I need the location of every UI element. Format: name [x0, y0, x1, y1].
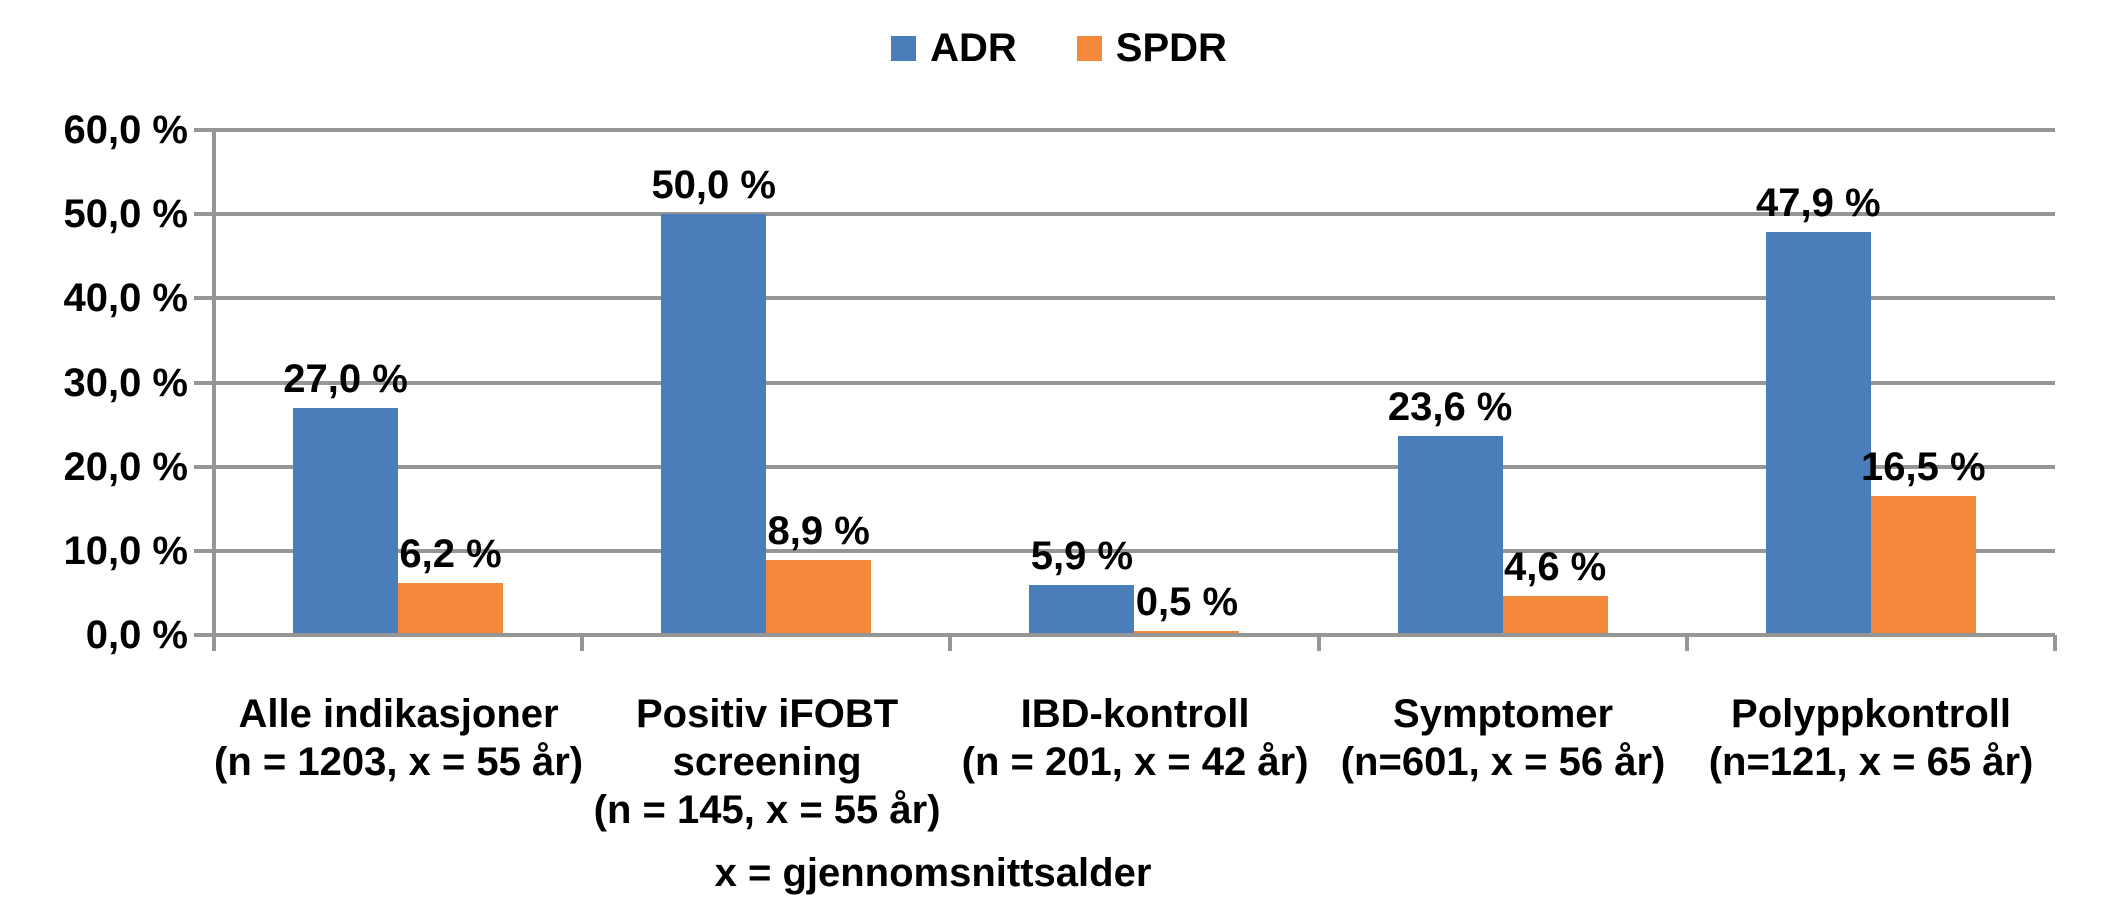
gridline	[214, 296, 2055, 301]
bar-value-label: 5,9 %	[1030, 534, 1134, 579]
y-axis-tick	[194, 128, 214, 132]
category-label-line: screening	[672, 740, 862, 784]
y-axis-tick	[194, 464, 214, 469]
legend-label: SPDR	[1115, 26, 1227, 70]
y-axis-tick-label: 20,0 %	[63, 444, 188, 489]
category-label: Polyppkontroll (n=121, x = 65 år)	[1687, 690, 2055, 834]
bar-group: 47,9 % 16,5 %	[1687, 130, 2055, 635]
bar-value-label: 8,9 %	[767, 509, 870, 554]
x-axis-tick	[1684, 635, 1689, 651]
category-label: IBD-kontroll (n = 201, x = 42 år)	[951, 690, 1319, 834]
category-label-line: (n=601, x = 56 år)	[1340, 740, 1666, 784]
bar-group: 5,9 % 0,5 %	[950, 130, 1318, 635]
category-label-line: (n = 201, x = 42 år)	[961, 740, 1309, 784]
category-label-line: IBD-kontroll	[1020, 692, 1250, 736]
bar-adr: 5,9 %	[1029, 536, 1135, 635]
legend-swatch-adr	[891, 36, 917, 61]
y-axis-tick-label: 30,0 %	[63, 360, 188, 405]
category-label-line: Positiv iFOBT	[635, 692, 899, 736]
y-axis-tick	[194, 548, 214, 553]
y-axis-tick-label: 60,0 %	[63, 108, 188, 152]
category-label-line: Polyppkontroll	[1731, 692, 2012, 736]
axis-annotation: x = gjennomsnittsalder	[714, 851, 1152, 895]
category-label: Symptomer (n=601, x = 56 år)	[1319, 690, 1687, 834]
bar-spdr: 6,2 %	[398, 534, 503, 635]
bar-adr: 47,9 %	[1756, 183, 1881, 635]
x-axis-tick	[580, 635, 585, 651]
category-label-line: (n=121, x = 65 år)	[1708, 740, 2034, 784]
plot-area: 60,0 % 50,0 % 40,0 % 30,0 % 20,0 % 10,0 % 0,0 …	[63, 110, 2057, 655]
category-label: Alle indikasjoner (n = 1203, x = 55 år)	[214, 690, 583, 834]
x-axis-tick	[2053, 635, 2057, 651]
bar-adr: 23,6 %	[1388, 387, 1512, 635]
y-axis-tick	[194, 380, 214, 385]
bar-value-label: 23,6 %	[1387, 385, 1513, 430]
y-axis-tick	[194, 633, 214, 637]
legend-item-spdr: SPDR	[1076, 26, 1227, 71]
category-label-line: (n = 1203, x = 55 år)	[214, 740, 584, 784]
bar-group: 50,0 % 8,9 %	[582, 130, 950, 635]
bar-group: 27,0 % 6,2 %	[214, 130, 582, 635]
x-axis-tick	[212, 635, 216, 651]
category-label: Positiv iFOBT screening (n = 145, x = 55 å…	[583, 690, 951, 834]
x-axis-tick	[948, 635, 953, 651]
bar-adr: 50,0 %	[651, 165, 776, 635]
x-axis-tick	[1316, 635, 1321, 651]
legend-item-adr: ADR	[891, 26, 1017, 71]
category-label-line: Symptomer	[1393, 692, 1614, 736]
bar-adr: 27,0 %	[283, 359, 408, 635]
gridline	[214, 380, 2055, 385]
bar-spdr: 4,6 %	[1502, 547, 1608, 635]
y-axis-tick-label: 0,0 %	[85, 613, 188, 657]
y-axis-tick-label: 10,0 %	[63, 528, 188, 573]
bar-group: 23,6 % 4,6 %	[1319, 130, 1687, 635]
bar-spdr: 16,5 %	[1861, 447, 1986, 635]
y-axis-tick	[194, 212, 214, 217]
bar-value-label: 27,0 %	[283, 356, 408, 401]
y-axis-tick-label: 50,0 %	[63, 192, 188, 237]
bar-value-label: 6,2 %	[399, 531, 502, 576]
chart-legend: ADR SPDR	[0, 26, 2118, 71]
category-label-line: Alle indikasjoner	[238, 692, 559, 736]
bar-spdr: 0,5 %	[1134, 582, 1240, 635]
category-label-line: (n = 145, x = 55 år)	[593, 788, 941, 832]
gridline	[214, 128, 2055, 132]
x-axis-labels: Alle indikasjoner (n = 1203, x = 55 år) Po…	[214, 690, 2055, 834]
bar-value-label: 0,5 %	[1135, 579, 1239, 624]
bar-spdr: 8,9 %	[766, 511, 872, 635]
y-axis-line	[212, 128, 216, 637]
x-axis-line	[214, 633, 2055, 637]
legend-label: ADR	[930, 26, 1017, 70]
gridline	[214, 548, 2055, 553]
bar-value-label: 47,9 %	[1756, 180, 1881, 225]
bar-groups: 27,0 % 6,2 % 50,0 % 8,9 % 5,9 % 0,5 % 23,6 % 4,…	[214, 130, 2055, 635]
y-axis-tick-label: 40,0 %	[63, 276, 188, 321]
bar-value-label: 4,6 %	[1503, 545, 1607, 590]
legend-swatch-spdr	[1076, 36, 1102, 61]
y-axis-tick	[194, 296, 214, 301]
bar-value-label: 16,5 %	[1861, 445, 1986, 490]
gridline	[214, 464, 2055, 469]
bar-value-label: 50,0 %	[651, 163, 776, 208]
gridline	[214, 212, 2055, 217]
